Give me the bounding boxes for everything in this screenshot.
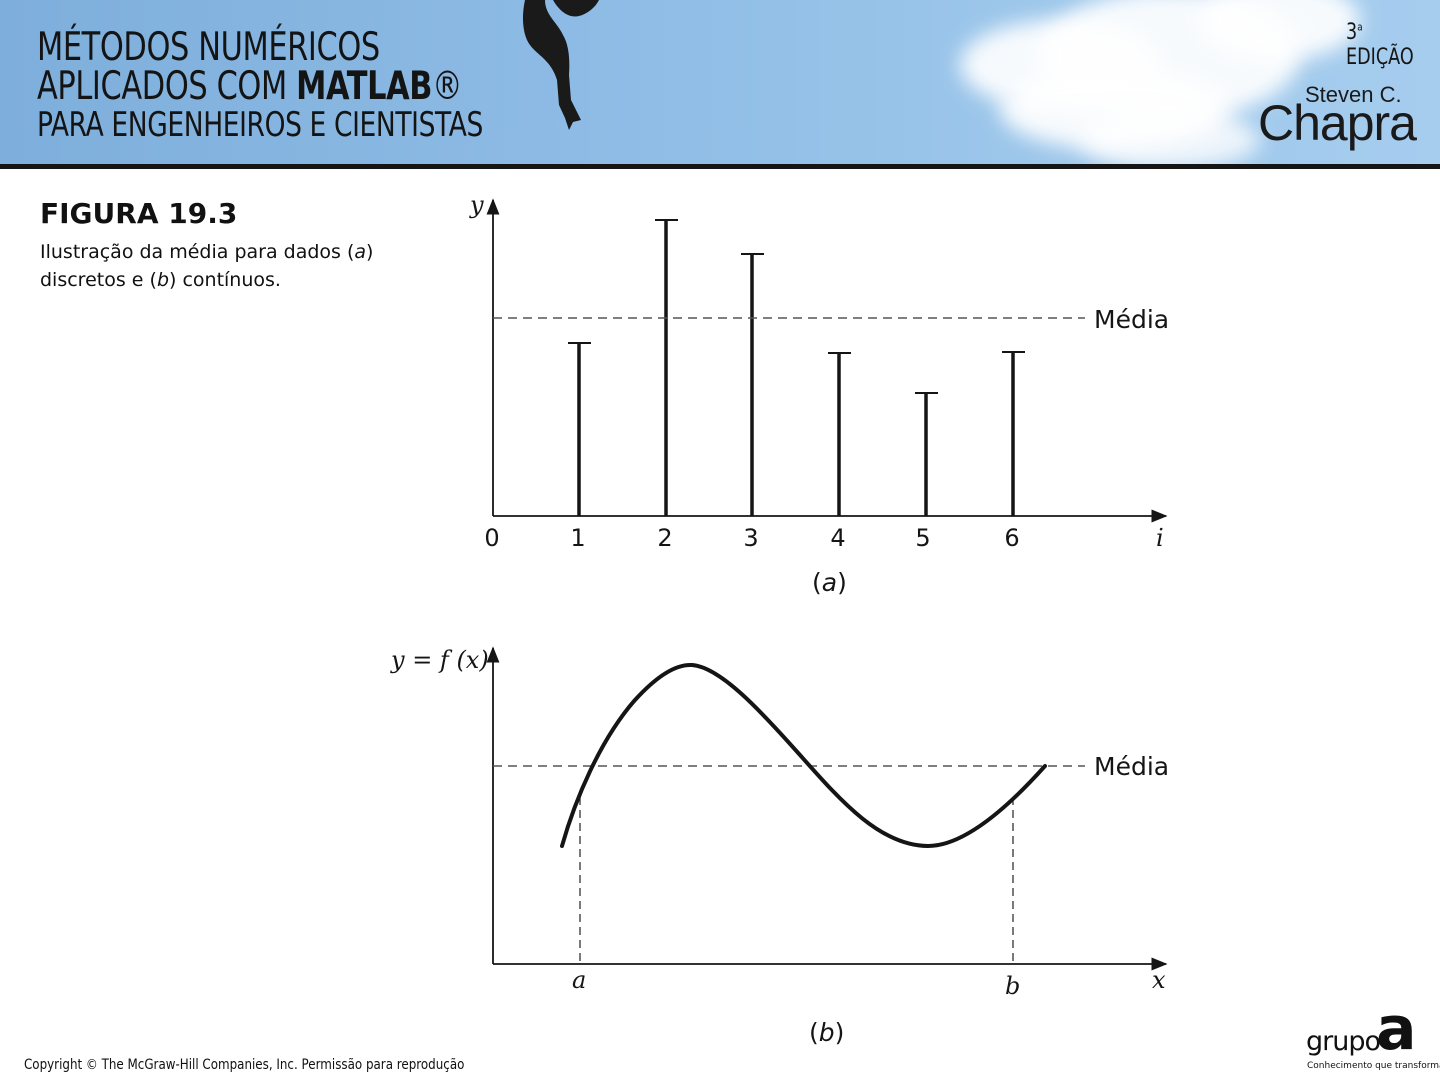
panel-a-x-label: i — [1156, 524, 1164, 552]
panel-a-tick-2: 2 — [657, 524, 672, 552]
caption-part1: Ilustração da média para dados ( — [40, 241, 355, 263]
panel-b-limit-a-label: a — [572, 966, 586, 994]
author-first-name: Steven C. — [1305, 82, 1402, 107]
edition-superscript: a — [1357, 20, 1363, 34]
edition-text: EDIÇÃO — [1346, 45, 1414, 70]
panel-a-tick-6: 6 — [1004, 524, 1019, 552]
edition-number: 3 — [1346, 20, 1358, 45]
caption-part3: ) contínuos. — [169, 269, 281, 291]
book-title-line2: APLICADOS COM MATLAB® — [37, 67, 483, 106]
publisher-logo-tagline: Conhecimento que transforma. — [1307, 1061, 1440, 1071]
panel-a-letter: a — [822, 568, 837, 597]
book-title-line1: MÉTODOS NUMÉRICOS — [37, 25, 380, 70]
panel-a: y i 0 1 2 3 4 5 6 — [469, 191, 1169, 597]
panel-a-tick-0: 0 — [484, 524, 499, 552]
book-title: MÉTODOS NUMÉRICOS APLICADOS COM MATLAB® … — [37, 28, 483, 145]
panel-a-tick-4: 4 — [830, 524, 845, 552]
figure-description: Ilustração da média para dados (a) discr… — [40, 238, 400, 294]
panel-a-tick-5: 5 — [915, 524, 930, 552]
publisher-logo-word: grupo — [1306, 1026, 1381, 1057]
edition-label: 3a EDIÇÃO — [1346, 20, 1421, 70]
caption-part2: ) discretos e ( — [40, 241, 374, 291]
figure-number: FIGURA 19.3 — [40, 197, 238, 230]
book-title-line2-prefix: APLICADOS COM — [37, 64, 297, 109]
panel-b-caption: (b) — [809, 1018, 844, 1047]
publisher-logo-letter: a — [1376, 994, 1417, 1064]
copyright-notice: Copyright © The McGraw-Hill Companies, I… — [24, 1057, 465, 1073]
panel-b-y-label: y = f (x) — [390, 646, 489, 674]
book-title-line3: PARA ENGENHEIROS E CIENTISTAS — [37, 105, 483, 145]
panel-a-tick-1: 1 — [570, 524, 585, 552]
panel-b-function-curve — [560, 662, 1047, 849]
panel-a-mean-label: Média — [1094, 305, 1169, 334]
registered-mark: ® — [432, 64, 463, 109]
panel-a-tick-3: 3 — [743, 524, 758, 552]
panel-a-y-label: y — [469, 191, 484, 219]
panel-a-caption: (a) — [812, 568, 847, 597]
panel-b: y = f (x) x a b Média (b) — [390, 646, 1169, 1047]
caption-italic-a: a — [354, 241, 367, 263]
panel-b-paren-close: ) — [835, 1018, 845, 1047]
panel-b-paren-open: ( — [809, 1018, 819, 1047]
author-last-name: Chapra — [1258, 95, 1417, 151]
panel-b-limit-b-label: b — [1005, 972, 1020, 1000]
header-divider — [0, 164, 1440, 169]
silhouette-figure-icon — [522, 0, 599, 130]
panel-a-paren-close: ) — [837, 568, 847, 597]
panel-b-letter: b — [819, 1018, 835, 1047]
panel-b-mean-label: Média — [1094, 752, 1169, 781]
header-banner: MÉTODOS NUMÉRICOS APLICADOS COM MATLAB® … — [0, 0, 1440, 166]
caption-italic-b: b — [156, 269, 169, 291]
panel-b-x-label: x — [1152, 966, 1166, 994]
book-title-matlab: MATLAB — [296, 64, 433, 109]
panel-a-paren-open: ( — [812, 568, 822, 597]
